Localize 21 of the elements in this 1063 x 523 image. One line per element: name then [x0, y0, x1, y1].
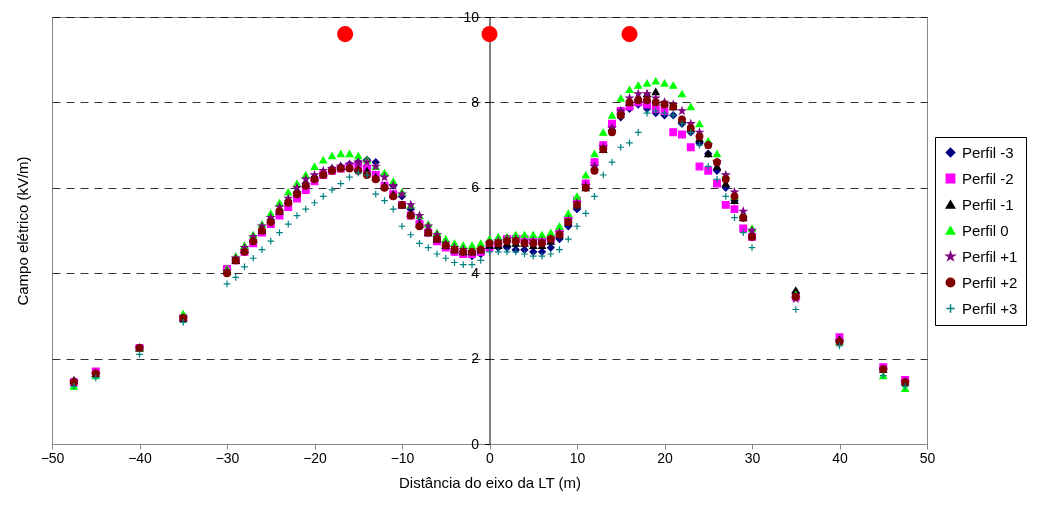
x-tick-label: 10	[569, 449, 586, 466]
y-axis-title: Campo elétrico (kV/m)	[13, 156, 31, 306]
legend-label: Perfil 0	[962, 221, 1009, 239]
x-tick-label: −30	[215, 449, 240, 466]
x-tick-label: −50	[40, 449, 65, 466]
x-tick-label: 0	[486, 449, 495, 466]
legend-label: Perfil -3	[962, 143, 1014, 161]
legend-label: Perfil +3	[962, 299, 1018, 317]
x-tick-label: −40	[128, 449, 153, 466]
x-tick-label: 40	[832, 449, 848, 466]
x-tick-label: 20	[657, 449, 673, 466]
x-tick-label: −20	[303, 449, 328, 466]
x-axis-title: Distância do eixo da LT (m)	[398, 473, 582, 491]
x-tick-label: 50	[919, 449, 936, 466]
x-tick-label: 30	[744, 449, 761, 466]
x-tick-label: −10	[390, 449, 415, 466]
legend-label: Perfil -2	[962, 169, 1014, 187]
legend-label: Perfil +1	[962, 247, 1018, 265]
legend-label: Perfil +2	[962, 273, 1018, 291]
legend-label: Perfil -1	[962, 195, 1014, 213]
y-tick-label: 0	[471, 435, 480, 452]
